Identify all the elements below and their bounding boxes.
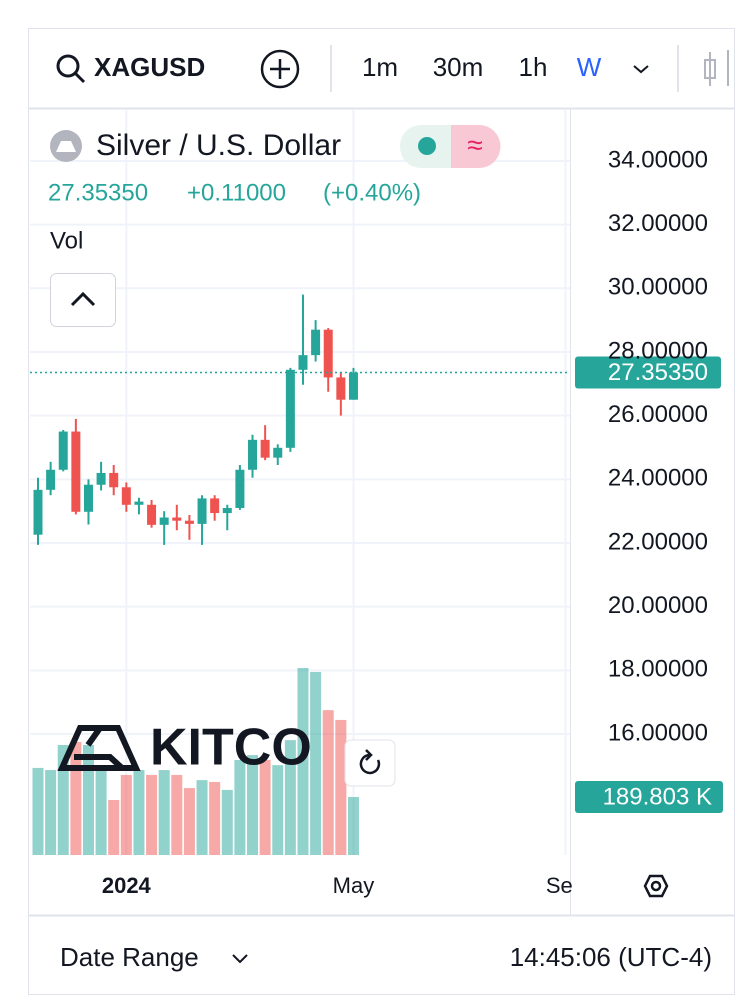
time-axis: 2024 May Sep — [102, 873, 585, 898]
y-tick-label: 24.00000 — [608, 465, 708, 492]
candle-body — [210, 498, 220, 514]
y-tick-label: 32.00000 — [608, 210, 708, 237]
candle-body — [222, 507, 232, 514]
candle-body — [348, 372, 358, 400]
date-range[interactable]: Date Range — [60, 942, 199, 972]
candle-body — [134, 501, 144, 505]
status-icon: ≈ — [467, 129, 482, 160]
settings-icon[interactable] — [643, 874, 669, 898]
candle-body — [298, 355, 308, 370]
y-tick-label: 16.00000 — [608, 719, 708, 746]
legend: Silver / U.S. Dollar ≈ 27.35350 +0.11000… — [48, 125, 501, 327]
volume-bar — [95, 770, 107, 855]
candle-body — [147, 504, 157, 525]
volume-bar — [347, 797, 359, 855]
candle-body — [273, 447, 283, 458]
last-price-tag — [575, 356, 721, 389]
y-tick-label: 22.00000 — [608, 528, 708, 555]
volume-bar — [133, 770, 145, 855]
last-volume-tag — [575, 781, 723, 814]
volume-bar — [171, 774, 183, 855]
candle-body — [336, 377, 346, 400]
legend-change: +0.11000 — [187, 179, 286, 206]
toolbar: XAGUSD 1m 30m 1h W — [29, 45, 735, 110]
date-range-menu[interactable] — [232, 954, 248, 964]
volume-bar — [70, 741, 82, 855]
interval[interactable]: 1h — [519, 52, 548, 82]
symbol[interactable]: XAGUSD — [94, 52, 205, 82]
last-price-label: 27.35350 — [608, 359, 708, 386]
candle-body — [184, 520, 194, 524]
y-tick-label: 30.00000 — [608, 274, 708, 301]
volume-bar — [196, 780, 208, 855]
candle-body — [71, 431, 81, 512]
x-tick-label: May — [333, 873, 375, 898]
search-icon[interactable] — [56, 54, 80, 78]
volume-bar — [310, 671, 322, 855]
volume-bar — [57, 744, 69, 855]
clock: 14:45:06 (UTC-4) — [510, 942, 712, 972]
candle-body — [260, 439, 270, 458]
candle-body — [58, 431, 68, 470]
y-tick-label: 26.00000 — [608, 401, 708, 428]
volume-bar — [158, 770, 170, 855]
last-volume-label: 189.803 K — [603, 783, 712, 810]
interval-active[interactable]: W — [577, 52, 602, 82]
y-tick-label: 28.00000 — [608, 337, 708, 364]
volume-bar — [183, 788, 195, 855]
y-tick-label: 18.00000 — [608, 656, 708, 683]
volume-bar — [32, 767, 44, 855]
collapse-button[interactable] — [50, 273, 116, 327]
watermark: KITCO — [57, 719, 312, 777]
candle-body — [235, 469, 245, 508]
interval-menu[interactable] — [633, 65, 649, 74]
volume-bar — [297, 667, 309, 855]
candle-body — [197, 498, 207, 524]
candle-body — [323, 329, 333, 378]
legend-last: 27.35350 — [48, 179, 148, 206]
chart-type[interactable] — [704, 50, 729, 86]
candle-body — [83, 484, 93, 512]
candle-body — [121, 487, 131, 505]
volume-bar — [247, 755, 259, 855]
add-symbol[interactable] — [260, 49, 300, 89]
x-tick-label: 2024 — [102, 873, 152, 898]
candle-body — [311, 329, 321, 356]
volume-bar — [322, 710, 334, 855]
candle-body — [159, 517, 169, 525]
candle-body — [285, 369, 295, 448]
volume-bar — [272, 765, 284, 855]
volume-bar — [259, 759, 271, 855]
volume-bar — [146, 774, 158, 855]
legend-change-pct: (+0.40%) — [323, 179, 421, 206]
candle-body — [172, 517, 182, 521]
volume-bar — [221, 789, 233, 855]
volume-bar — [209, 781, 221, 855]
volume-bar — [120, 774, 132, 855]
volume-bar — [45, 770, 57, 855]
volume-bar — [335, 719, 347, 855]
volume-bar — [108, 799, 120, 855]
y-tick-label: 20.00000 — [608, 592, 708, 619]
volume-bar — [284, 740, 296, 855]
watermark-text: KITCO — [150, 719, 312, 777]
interval[interactable]: 30m — [433, 52, 484, 82]
legend-title: Silver / U.S. Dollar — [96, 129, 341, 162]
candle-body — [109, 472, 119, 488]
candle-body — [96, 472, 106, 485]
interval[interactable]: 1m — [362, 52, 398, 82]
candle-body — [33, 489, 43, 535]
x-tick-label: Sep — [546, 873, 585, 898]
y-tick-label: 34.00000 — [608, 146, 708, 173]
volume-bar — [234, 759, 246, 855]
candle-body — [46, 469, 56, 490]
reset-button[interactable] — [344, 739, 396, 787]
volume-legend: Vol — [50, 227, 83, 254]
volume-bar — [82, 744, 94, 855]
candle-body — [248, 439, 258, 470]
